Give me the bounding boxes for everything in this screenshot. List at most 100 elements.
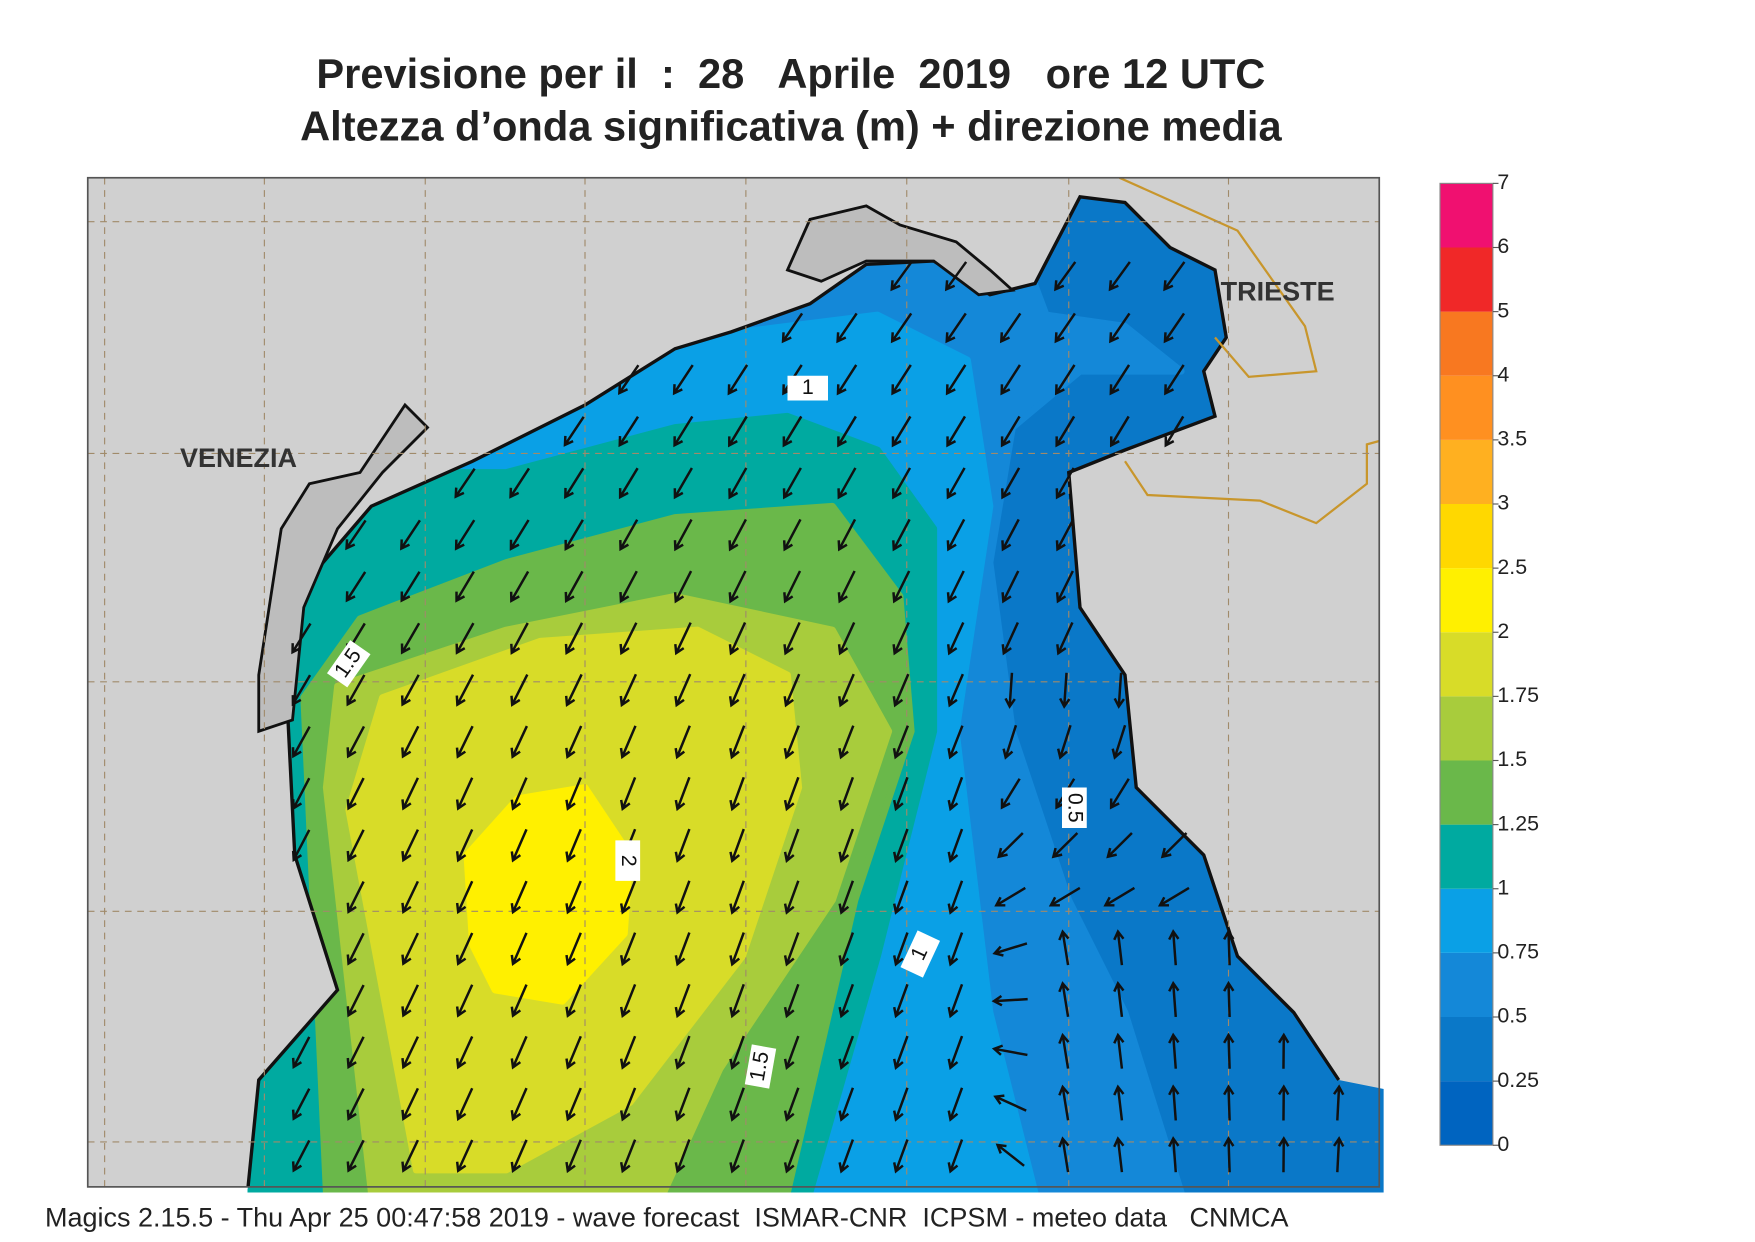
footer: Magics 2.15.5 - Thu Apr 25 00:47:58 2019… [45, 1202, 1289, 1232]
arrow [1223, 1084, 1235, 1121]
arrow [674, 673, 692, 708]
colorbar-tick-label: 0.25 [1497, 1068, 1539, 1092]
arrow [945, 312, 967, 344]
arrow [400, 571, 421, 603]
lagoon [257, 402, 430, 734]
arrow [400, 519, 421, 551]
label-box [1062, 787, 1087, 828]
arrow [946, 415, 967, 448]
arrow [291, 777, 311, 811]
arrow [346, 1036, 365, 1070]
arrow [1001, 518, 1020, 552]
arrow [783, 1087, 800, 1122]
contour-value: 2 [617, 855, 641, 867]
arrow [1058, 929, 1070, 966]
arrow [1168, 1136, 1180, 1173]
arrow [619, 570, 638, 604]
arrow [510, 1087, 528, 1122]
arrow [1103, 886, 1136, 907]
arrow [728, 518, 747, 552]
arrow [346, 777, 365, 811]
arrow [947, 932, 964, 967]
label-box [900, 930, 941, 978]
colorbar-tick-label: 1.25 [1497, 811, 1539, 835]
map-frame [86, 176, 1381, 1188]
colorbar-segment [1440, 1017, 1493, 1082]
colorbar-tick-label: 5 [1497, 298, 1509, 322]
arrow [947, 1087, 964, 1122]
arrow [401, 1036, 420, 1070]
arrow [892, 880, 909, 915]
arrow [891, 467, 912, 500]
arrow [619, 776, 637, 812]
arrow [346, 932, 365, 966]
arrow [1113, 1136, 1125, 1173]
arrow [892, 1139, 909, 1174]
arrow [947, 725, 964, 760]
arrow [673, 467, 693, 500]
arrow [509, 519, 530, 551]
arrow [1160, 832, 1188, 859]
arrow [1056, 622, 1074, 656]
arrow [619, 725, 637, 760]
arrow [947, 880, 964, 915]
arrow [455, 1139, 474, 1173]
arrow [945, 364, 967, 396]
arrow [674, 880, 691, 915]
colorbar-tick-label: 0.5 [1497, 1004, 1527, 1028]
arrow [892, 776, 909, 812]
arrow [838, 776, 855, 812]
arrow [727, 364, 749, 396]
arrow [891, 415, 912, 448]
contour-value: 0.5 [1064, 793, 1088, 823]
arrow [455, 829, 474, 863]
colorbar-segment [1440, 183, 1493, 248]
arrow [837, 415, 857, 448]
colorbar-segment [1440, 824, 1493, 889]
land-shade [785, 204, 1016, 297]
arrow [401, 984, 420, 1018]
arrow [837, 518, 857, 552]
arrow [454, 519, 476, 551]
arrow [782, 467, 802, 500]
arrow [783, 1139, 800, 1174]
arrow [455, 1036, 474, 1070]
arrow [510, 880, 528, 915]
arrow [510, 725, 529, 759]
arrow [947, 1139, 964, 1174]
arrow [783, 776, 800, 812]
arrow [1113, 672, 1125, 709]
arrow [454, 467, 476, 499]
arrow [510, 828, 528, 863]
arrow [510, 1035, 528, 1070]
arrow [346, 1087, 365, 1121]
arrow [1000, 364, 1021, 396]
arrow [1001, 467, 1021, 500]
arrow [1332, 1136, 1345, 1173]
arrow [401, 829, 420, 863]
arrow [1223, 1032, 1235, 1069]
arrow [673, 415, 694, 448]
arrow [674, 1087, 691, 1122]
arrow [510, 984, 528, 1018]
arrow [783, 725, 800, 760]
contour-label: 1.5 [745, 1044, 777, 1089]
arrow [455, 777, 474, 811]
arrow [564, 673, 583, 708]
arrow [1000, 415, 1021, 448]
arrow [838, 673, 855, 708]
arrow [1056, 724, 1072, 760]
arrow [946, 622, 965, 656]
arrow [619, 1035, 637, 1070]
arrow [1113, 1032, 1125, 1069]
arrow [729, 880, 745, 915]
arrow [729, 932, 745, 967]
arrow [1113, 929, 1125, 966]
arrow [565, 777, 582, 811]
arrow [400, 622, 421, 655]
arrow [892, 622, 910, 656]
arrow [291, 1088, 311, 1121]
colorbar-tick-label: 3 [1497, 491, 1509, 515]
arrow [1164, 364, 1185, 396]
arrow [563, 416, 585, 447]
